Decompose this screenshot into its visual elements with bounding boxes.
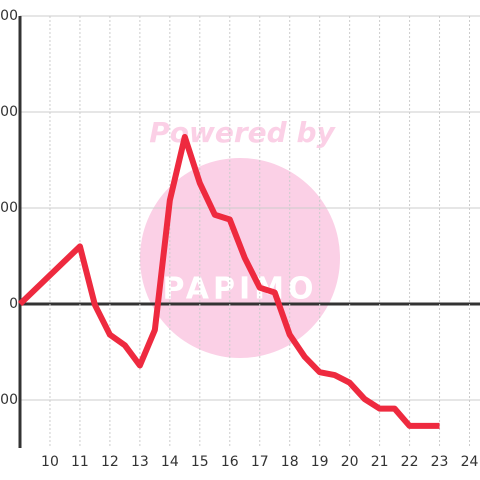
x-tick-label: 13 bbox=[131, 454, 149, 470]
x-tick-label: 11 bbox=[71, 454, 89, 470]
x-tick-label: 18 bbox=[281, 454, 299, 470]
y-tick-label: 10,000 bbox=[0, 104, 18, 120]
y-tick-label: -5,000 bbox=[0, 392, 18, 408]
watermark-brand: PAPIMO bbox=[163, 272, 318, 307]
x-tick-label: 10 bbox=[41, 454, 59, 470]
x-tick-label: 23 bbox=[431, 454, 449, 470]
x-tick-label: 17 bbox=[251, 454, 269, 470]
x-tick-label: 21 bbox=[371, 454, 389, 470]
y-tick-label: 0 bbox=[9, 296, 18, 312]
x-tick-label: 22 bbox=[401, 454, 419, 470]
x-tick-label: 12 bbox=[101, 454, 119, 470]
x-tick-label: 14 bbox=[161, 454, 179, 470]
grid: -5,000 0 5,000 10,000 15,000 10 11 12 13 14 15 16 17… bbox=[0, 8, 480, 470]
x-tick-label: 19 bbox=[311, 454, 329, 470]
y-tick-label: 15,000 bbox=[0, 8, 18, 24]
x-tick-label: 24 bbox=[461, 454, 479, 470]
x-tick-label: 20 bbox=[341, 454, 359, 470]
plot bbox=[17, 133, 440, 429]
y-tick-label: 5,000 bbox=[0, 200, 18, 216]
watermark: Powered by bbox=[149, 116, 336, 149]
x-tick-label: 15 bbox=[191, 454, 209, 470]
x-tick-label: 16 bbox=[221, 454, 239, 470]
line bbox=[17, 133, 440, 429]
